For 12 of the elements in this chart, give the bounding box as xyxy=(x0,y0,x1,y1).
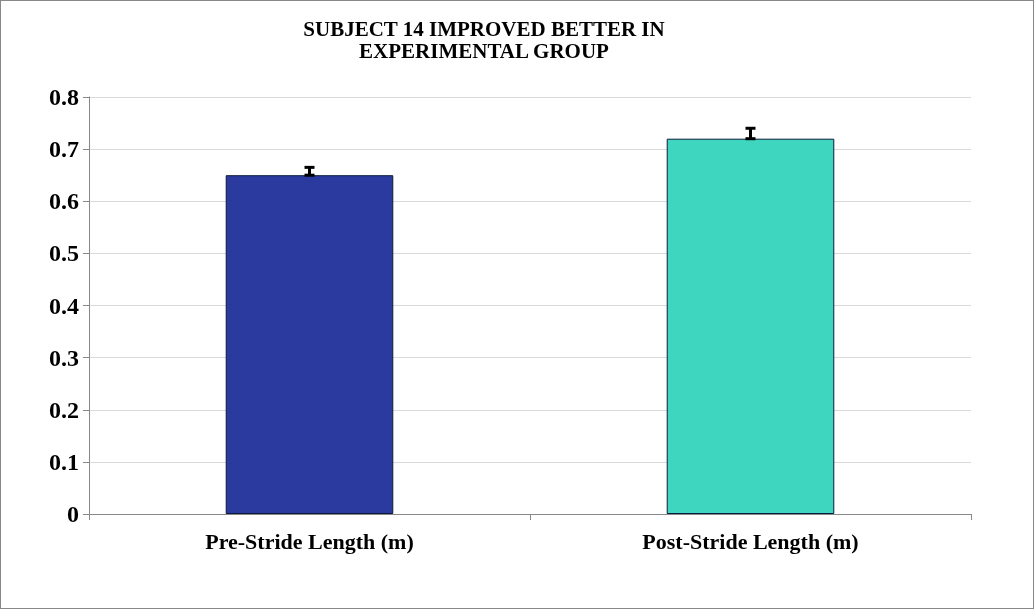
chart-title: SUBJECT 14 IMPROVED BETTER IN EXPERIMENTAL GROUP xyxy=(303,17,665,63)
y-tick-label: 0.4 xyxy=(49,292,79,319)
y-tick-label: 0.2 xyxy=(49,396,79,423)
x-tick-label: Post-Stride Length (m) xyxy=(642,528,859,554)
y-tick-label: 0.1 xyxy=(49,448,79,475)
y-tick-label: 0.7 xyxy=(49,136,79,163)
x-tick-label: Pre-Stride Length (m) xyxy=(205,528,414,554)
y-tick-label: 0.5 xyxy=(49,240,79,267)
y-tick-label: 0 xyxy=(67,501,79,527)
y-tick-label: 0.8 xyxy=(49,84,79,110)
y-tick-label: 0.6 xyxy=(49,188,79,215)
y-tick-label: 0.3 xyxy=(49,344,79,371)
